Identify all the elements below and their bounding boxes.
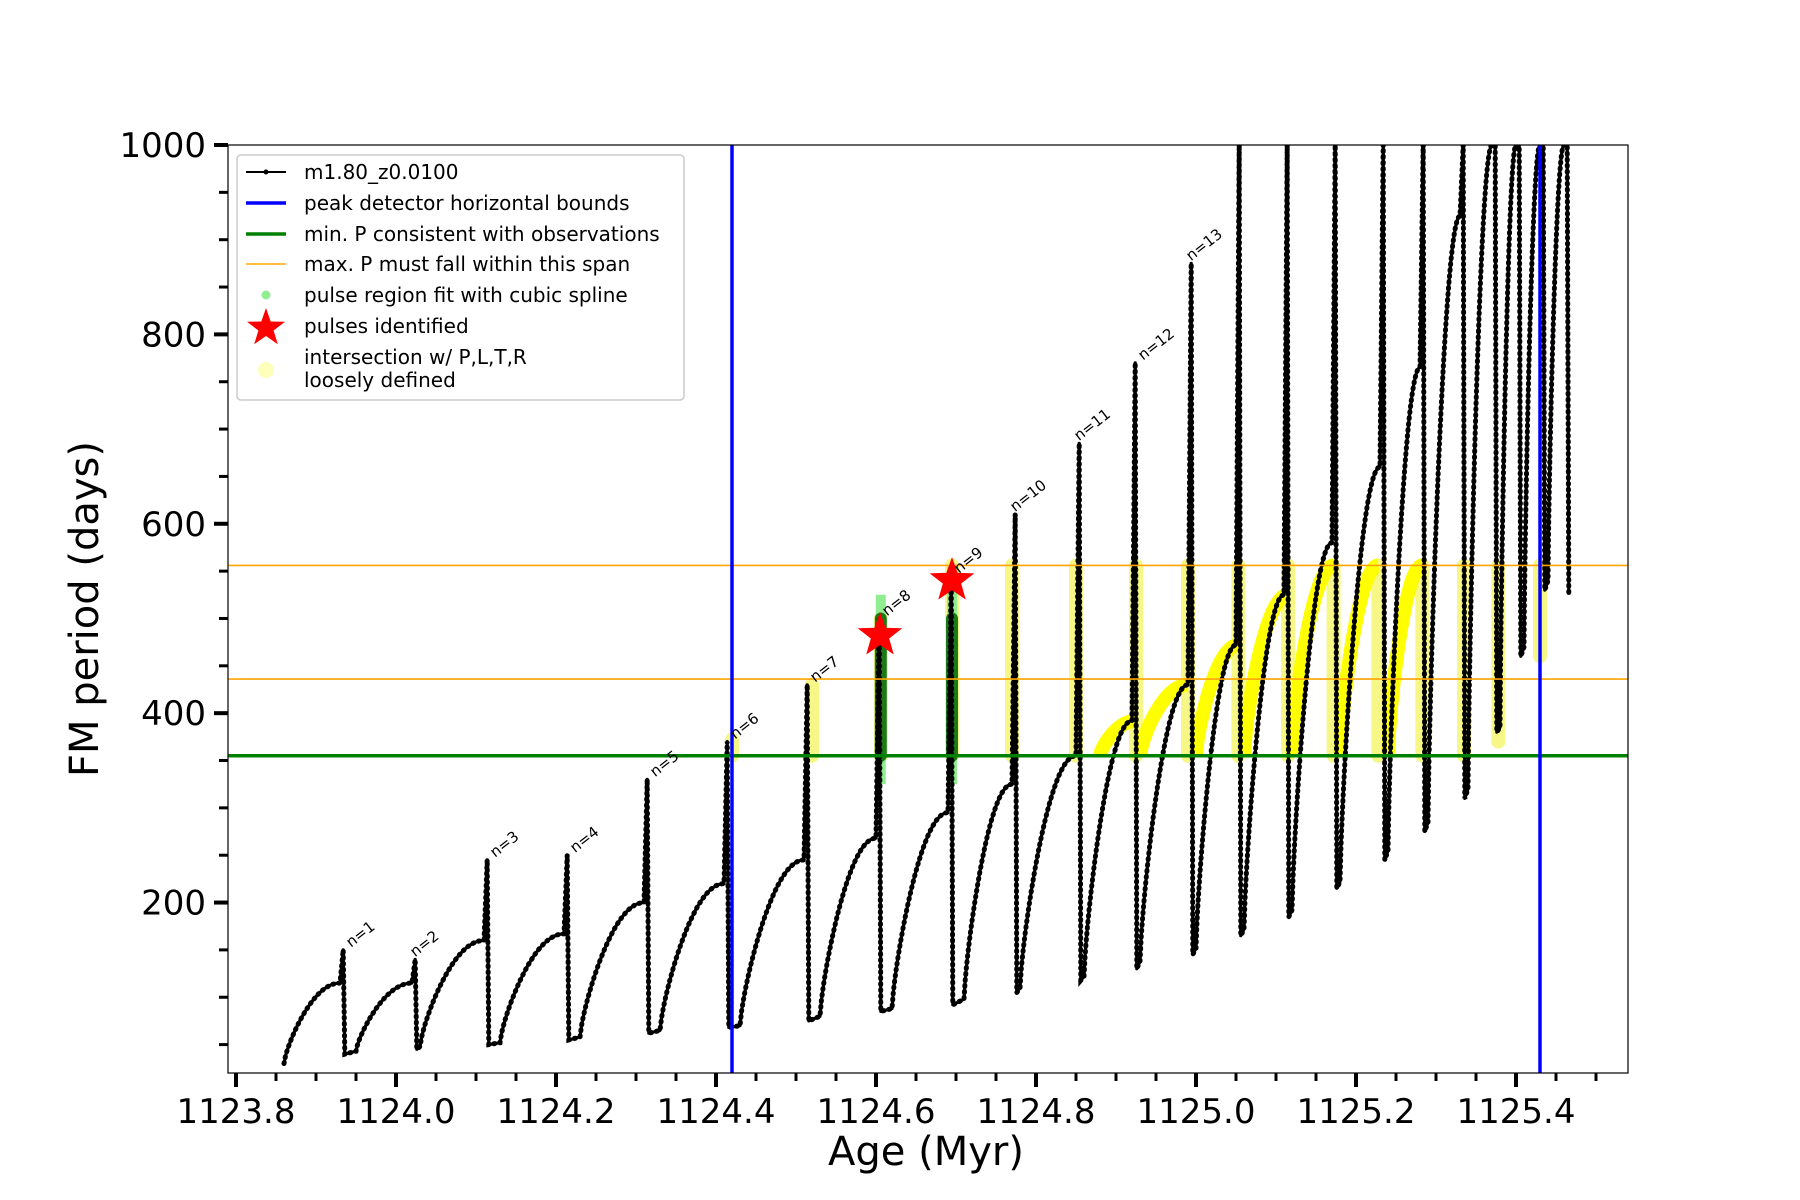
plot-frame xyxy=(227,144,1629,1074)
pulses-identified xyxy=(857,557,975,655)
legend-label: intersection w/ P,L,T,R xyxy=(304,345,527,369)
reference-lines xyxy=(228,145,1628,1073)
legend-item-3: min. P consistent with observations xyxy=(246,222,660,246)
y-tick-label-4: 800 xyxy=(141,315,206,355)
y-axis-label: FM period (days) xyxy=(62,441,108,777)
legend-handle-star xyxy=(247,308,285,345)
legend-handle-circle xyxy=(258,362,274,378)
y-tick-label-1: 200 xyxy=(141,884,206,924)
annotation-n-3: n=3 xyxy=(486,827,522,861)
legend-label: peak detector horizontal bounds xyxy=(304,191,630,215)
legend-label: max. P must fall within this span xyxy=(304,252,630,276)
series-curve xyxy=(281,145,1572,1066)
legend-item-2: peak detector horizontal bounds xyxy=(246,191,630,215)
x-tick-label-1: 1123.8 xyxy=(177,1092,296,1132)
x-tick-label-4: 1124.4 xyxy=(657,1092,776,1132)
annotation-n-13: n=13 xyxy=(1182,225,1226,265)
annotation-n-5: n=5 xyxy=(646,747,682,781)
intersection-arc-2 xyxy=(1133,677,1194,758)
legend-box xyxy=(236,154,685,401)
legend-label: pulses identified xyxy=(304,314,469,338)
x-tick-label-9: 1125.4 xyxy=(1457,1092,1576,1132)
annotation-n-4: n=4 xyxy=(566,823,602,857)
annotation-n-11: n=11 xyxy=(1070,405,1114,445)
legend-label: min. P consistent with observations xyxy=(304,222,660,246)
y-tick-label-3: 600 xyxy=(141,505,206,545)
x-tick-label-2: 1124.0 xyxy=(337,1092,456,1132)
annotation-n-10: n=10 xyxy=(1006,476,1050,516)
legend-item-1: m1.80_z0.0100 xyxy=(246,160,459,184)
series-markers xyxy=(281,145,1572,1066)
annotation-n-1: n=1 xyxy=(342,917,378,951)
x-axis-label: Age (Myr) xyxy=(828,1129,1024,1175)
y-tick-label-2: 400 xyxy=(141,694,206,734)
x-tick-label-6: 1124.8 xyxy=(977,1092,1096,1132)
axes: 1123.8 1124.0 1124.2 1124.4 1124.6 1124.8 1125… xyxy=(119,126,1598,1132)
pulse-star-2 xyxy=(929,557,975,600)
legend-handle-dot xyxy=(261,290,271,300)
legend-label-line2: loosely defined xyxy=(304,368,456,392)
x-tick-label-8: 1125.2 xyxy=(1297,1092,1416,1132)
legend-item-5: pulse region fit with cubic spline xyxy=(261,283,628,307)
y-tick-label-5: 1000 xyxy=(119,126,206,166)
legend-label: pulse region fit with cubic spline xyxy=(304,283,628,307)
legend-item-4: max. P must fall within this span xyxy=(246,252,630,276)
intersection-arc-6 xyxy=(1333,558,1385,757)
legend-handle-dot xyxy=(263,169,269,175)
annotation-n-12: n=12 xyxy=(1134,324,1178,364)
legend-item-6: pulses identified xyxy=(247,308,469,345)
pulse-star-1 xyxy=(857,612,903,655)
x-tick-label-3: 1124.2 xyxy=(497,1092,616,1132)
legend-label: m1.80_z0.0100 xyxy=(304,160,459,184)
x-tick-label-5: 1124.6 xyxy=(817,1092,936,1132)
annotation-n-2: n=2 xyxy=(406,927,442,961)
x-tick-label-7: 1125.0 xyxy=(1137,1092,1256,1132)
